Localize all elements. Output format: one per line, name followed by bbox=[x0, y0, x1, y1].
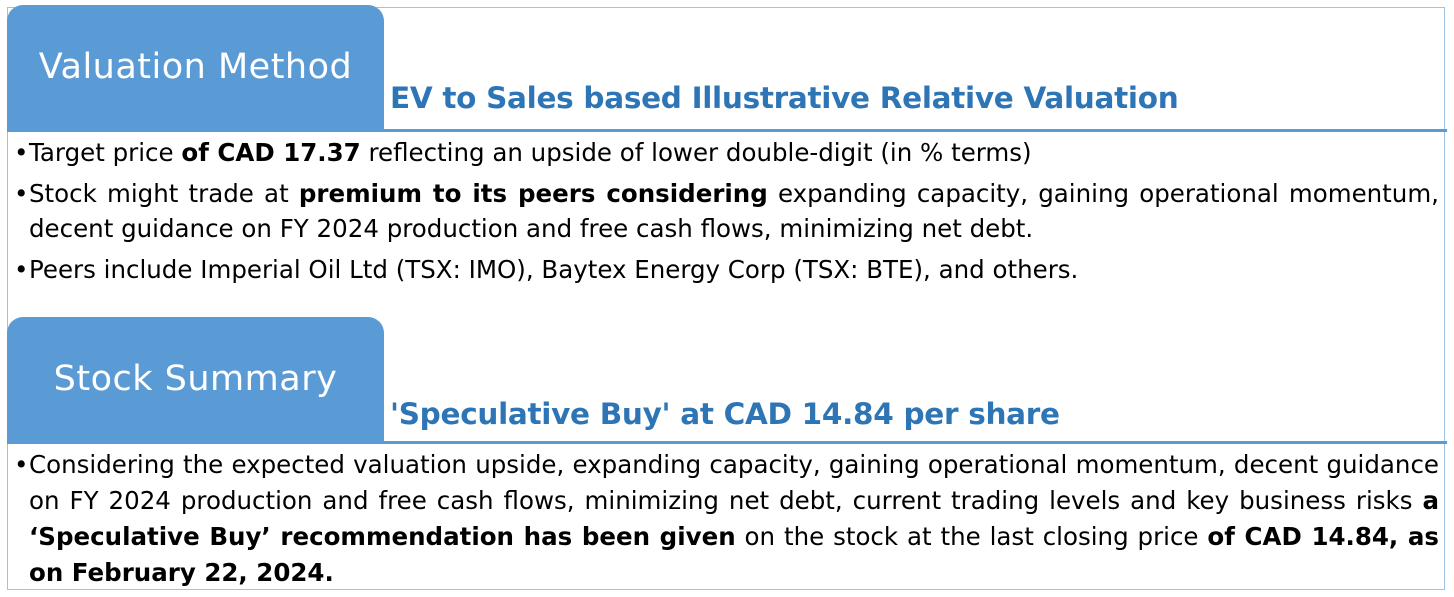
list-item: Peers include Imperial Oil Ltd (TSX: IMO… bbox=[14, 252, 1439, 287]
summary-subtitle: 'Speculative Buy' at CAD 14.84 per share bbox=[390, 397, 1060, 431]
bullet-text: Considering the expected valuation upsid… bbox=[29, 450, 1439, 515]
stock-summary-tab: Stock Summary bbox=[7, 317, 384, 441]
summary-bullet-list: Considering the expected valuation upsid… bbox=[14, 447, 1439, 591]
bullet-emphasis: premium to its peers considering bbox=[298, 179, 768, 208]
bullet-emphasis: a ‘Speculative Buy’ recommendation has b… bbox=[29, 486, 1439, 551]
list-item: Stock might trade at premium to its peer… bbox=[14, 176, 1439, 246]
bullet-text: Stock might trade at bbox=[29, 179, 299, 208]
valuation-divider bbox=[7, 129, 1447, 132]
bullet-text: expanding capacity, gaining operational … bbox=[29, 179, 1439, 243]
valuation-method-tab: Valuation Method bbox=[7, 5, 384, 129]
valuation-bullet-list: Target price of CAD 17.37 reflecting an … bbox=[14, 135, 1439, 287]
bullet-emphasis: of CAD 14.84, as on February 22, 2024. bbox=[29, 522, 1439, 587]
bullet-text: on the stock at the last closing price bbox=[735, 522, 1208, 551]
valuation-method-title: Valuation Method bbox=[38, 47, 353, 87]
bullet-emphasis: of CAD 17.37 bbox=[181, 138, 361, 167]
valuation-subtitle: EV to Sales based Illustrative Relative … bbox=[390, 81, 1179, 115]
bullet-text: Target price bbox=[29, 138, 182, 167]
list-item: Considering the expected valuation upsid… bbox=[14, 447, 1439, 591]
bullet-text: reflecting an upside of lower double-dig… bbox=[360, 138, 1032, 167]
bullet-text: Peers include Imperial Oil Ltd (TSX: IMO… bbox=[29, 255, 1079, 284]
summary-divider bbox=[7, 441, 1447, 444]
stock-summary-title: Stock Summary bbox=[53, 359, 338, 399]
list-item: Target price of CAD 17.37 reflecting an … bbox=[14, 135, 1439, 170]
